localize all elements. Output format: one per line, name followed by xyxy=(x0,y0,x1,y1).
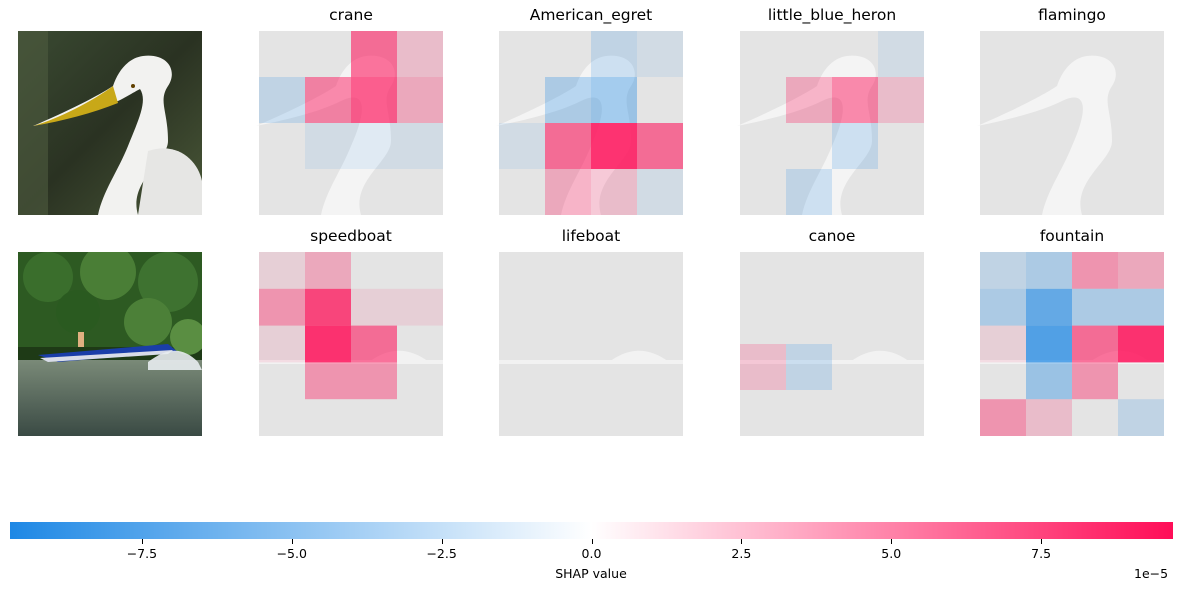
shap-cell xyxy=(637,31,683,77)
shap-cell xyxy=(351,288,397,326)
colorbar-tick xyxy=(441,539,443,544)
colorbar-tick xyxy=(1041,539,1043,544)
shap-cell xyxy=(397,288,443,326)
shap-cell xyxy=(591,169,637,215)
shap-cell xyxy=(637,169,683,215)
shap-cell xyxy=(1118,325,1164,363)
colorbar-tick xyxy=(891,539,893,544)
panel-speedboat xyxy=(259,252,443,436)
colorbar-tick-label: −5.0 xyxy=(276,546,307,561)
shap-cell xyxy=(832,123,878,169)
shap-cell xyxy=(305,362,351,400)
panel-canoe xyxy=(740,252,924,436)
shap-cell xyxy=(397,123,443,169)
panel-title-american-egret: American_egret xyxy=(529,6,653,24)
colorbar-tick-label: 7.5 xyxy=(1031,546,1052,561)
colorbar-offset-text: 1e−5 xyxy=(1134,566,1169,581)
shap-cell xyxy=(980,252,1026,289)
shap-cell xyxy=(980,325,1026,363)
shap-cell xyxy=(878,31,924,77)
colorbar-tick-label: 0.0 xyxy=(581,546,602,561)
shap-cell xyxy=(786,77,832,123)
colorbar-tick-label: 5.0 xyxy=(881,546,902,561)
panel-background xyxy=(499,252,683,436)
shap-cell xyxy=(591,31,637,77)
colorbar-tick xyxy=(591,539,593,544)
shap-cell xyxy=(545,123,591,169)
panel-title-flamingo: flamingo xyxy=(1038,6,1106,24)
panel-crane xyxy=(256,31,443,215)
colorbar xyxy=(10,522,1173,539)
panel-title-fountain: fountain xyxy=(1039,227,1105,245)
shap-cell xyxy=(351,362,397,400)
shap-cell xyxy=(259,288,305,326)
shap-cell xyxy=(637,123,683,169)
colorbar-label: SHAP value xyxy=(555,566,627,581)
shap-cell xyxy=(397,31,443,77)
panel-ghost-image xyxy=(499,350,683,364)
shap-cell xyxy=(305,252,351,289)
colorbar-tick-label: −7.5 xyxy=(126,546,158,561)
panel-title-canoe: canoe xyxy=(808,227,856,245)
shap-cell xyxy=(1118,288,1164,326)
panel-fountain xyxy=(980,252,1164,436)
shap-cell xyxy=(351,31,397,77)
shap-cell xyxy=(786,169,832,215)
shap-cell xyxy=(1118,252,1164,289)
shap-cell xyxy=(591,123,637,169)
shap-cell xyxy=(1072,362,1118,400)
shap-cell xyxy=(980,399,1026,436)
shap-cell xyxy=(1026,325,1072,363)
shap-cell xyxy=(259,325,305,363)
colorbar-tick-label: −2.5 xyxy=(426,546,457,561)
shap-cell xyxy=(832,77,878,123)
shap-cell xyxy=(305,325,351,363)
shap-cell xyxy=(1026,288,1072,326)
shap-cell xyxy=(545,77,591,123)
shap-cell xyxy=(499,123,545,169)
panel-background xyxy=(740,252,924,436)
shap-cell xyxy=(1026,252,1072,289)
shap-cell xyxy=(878,77,924,123)
shap-cell xyxy=(351,77,397,123)
shap-cell xyxy=(980,288,1026,326)
colorbar-tick xyxy=(291,539,293,544)
shap-cell xyxy=(740,344,786,390)
shap-cell xyxy=(1072,288,1118,326)
panel-american-egret xyxy=(496,31,683,215)
shap-cell xyxy=(305,123,351,169)
panel-lifeboat xyxy=(499,252,683,436)
panel-ghost-image xyxy=(737,55,876,215)
panel-little-blue-heron xyxy=(737,31,924,215)
colorbar-tick xyxy=(141,539,143,544)
shap-cell xyxy=(1072,325,1118,363)
original-image-egret xyxy=(18,31,202,215)
shap-heatmaps xyxy=(256,31,1164,436)
shap-cell xyxy=(259,252,305,289)
panel-flamingo xyxy=(977,31,1164,215)
shap-cell xyxy=(1072,252,1118,289)
panel-ghost-image xyxy=(740,350,924,364)
shap-cell xyxy=(305,77,351,123)
panel-title-lifeboat: lifeboat xyxy=(561,227,621,245)
shap-cell xyxy=(545,169,591,215)
shap-cell xyxy=(305,288,351,326)
shap-cell xyxy=(351,123,397,169)
colorbar-tick-label: 2.5 xyxy=(731,546,752,561)
panel-title-crane: crane xyxy=(329,6,373,24)
shap-cell xyxy=(591,77,637,123)
shap-cell xyxy=(259,77,305,123)
panel-title-speedboat: speedboat xyxy=(310,227,392,245)
original-image-speedboat xyxy=(18,252,202,436)
shap-cell xyxy=(1026,362,1072,400)
shap-cell xyxy=(1026,399,1072,436)
panel-title-little-blue-heron: little_blue_heron xyxy=(767,6,897,24)
colorbar-tick xyxy=(741,539,743,544)
panel-ghost-image xyxy=(977,55,1116,215)
shap-cell xyxy=(351,325,397,363)
panel-ghost-image xyxy=(496,55,635,215)
shap-cell xyxy=(1118,399,1164,436)
shap-cell xyxy=(397,77,443,123)
shap-cell xyxy=(786,344,832,390)
